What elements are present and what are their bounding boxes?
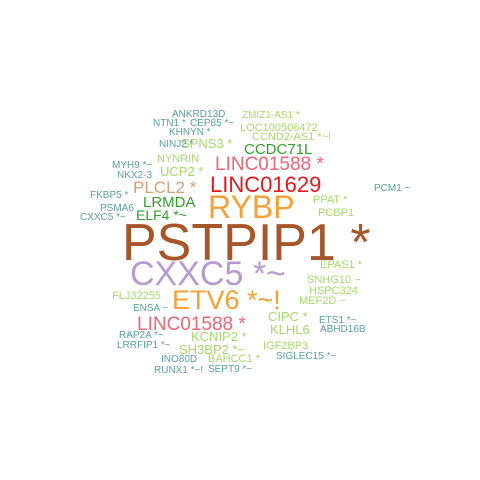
word-spns3: SPNS3 * — [181, 136, 232, 151]
word-pstpip1: PSTPIP1 * — [122, 214, 371, 272]
word-loc100506472: LOC100506472 — [240, 122, 318, 134]
word-psma6: PSMA6 — [100, 203, 134, 214]
word-etv6: ETV6 *~! — [172, 285, 281, 315]
word-plcl2: PLCL2 * — [133, 178, 197, 197]
word-zmiz1-as1: ZMIZ1-AS1 * — [242, 110, 300, 121]
word-ucp2: UCP2 * — [160, 164, 203, 179]
word-bahcc1: BAHCC1 * — [208, 353, 261, 365]
word-nkx2-3: NKX2-3 — [117, 170, 152, 181]
word-rap2a: RAP2A *~ — [119, 330, 164, 341]
word-ppat: PPAT * — [313, 194, 348, 206]
word-ccdc71l: CCDC71L — [244, 141, 312, 158]
word-ensa: ENSA ~ — [133, 303, 168, 314]
word-igf2bp3: IGF2BP3 — [263, 340, 308, 352]
word-snhg10: SNHG10 ~ — [307, 274, 361, 286]
word-epas1: EPAS1 * — [320, 259, 363, 271]
word-ninj2: NINJ2 * — [159, 139, 194, 150]
word-ntn1: NTN1 * — [153, 118, 186, 129]
word-lrrfip1: LRRFIP1 *~ — [117, 340, 171, 351]
word-cep85: CEP85 *~ — [190, 118, 234, 129]
word-fkbp5: FKBP5 * — [90, 190, 128, 201]
word-mef2d: MEF2D ~ — [299, 295, 346, 307]
word-kcnip2: KCNIP2 * — [191, 329, 247, 344]
word-siglec15: SIGLEC15 *~ — [276, 351, 336, 362]
word-cipc: CIPC * — [268, 309, 308, 324]
word-nynrin: NYNRIN — [157, 153, 199, 165]
word-elf4: ELF4 *~ — [136, 207, 187, 223]
word-ets1: ETS1 *~ — [319, 315, 357, 326]
word-cxxc5-big: CXXC5 *~ — [130, 255, 286, 293]
word-runx1: RUNX1 *~! — [154, 365, 203, 376]
word-myh9: MYH9 *~ — [112, 160, 152, 171]
word-flj32255: FLJ32255 — [112, 290, 161, 302]
word-sh3bp2: SH3BP2 *~ — [179, 342, 246, 357]
word-ccnd2-as1: CCND2-AS1 *~! — [252, 131, 331, 143]
word-lrmda: LRMDA — [143, 194, 196, 211]
word-linc01588-top: LINC01588 * — [215, 154, 324, 175]
word-pcm1: PCM1 ~ — [374, 183, 411, 194]
word-klhl6: KLHL6 — [270, 322, 310, 337]
word-cxxc5-small: CXXC5 *~ — [80, 212, 126, 223]
word-khnyn: KHNYN * — [169, 127, 211, 138]
word-ankrd13d: ANKRD13D — [172, 109, 225, 120]
word-linc01629: LINC01629 — [210, 172, 321, 197]
word-ino80d: INO80D — [161, 354, 197, 365]
word-pcbp1: PCBP1 — [318, 207, 354, 219]
word-linc01588-bottom: LINC01588 * — [137, 314, 246, 335]
word-abhd16b: ABHD16B — [320, 324, 366, 335]
word-rybp: RYBP — [208, 189, 295, 225]
word-hspc324: HSPC324 — [309, 285, 358, 297]
word-sept9: SEPT9 *~ — [208, 364, 252, 375]
